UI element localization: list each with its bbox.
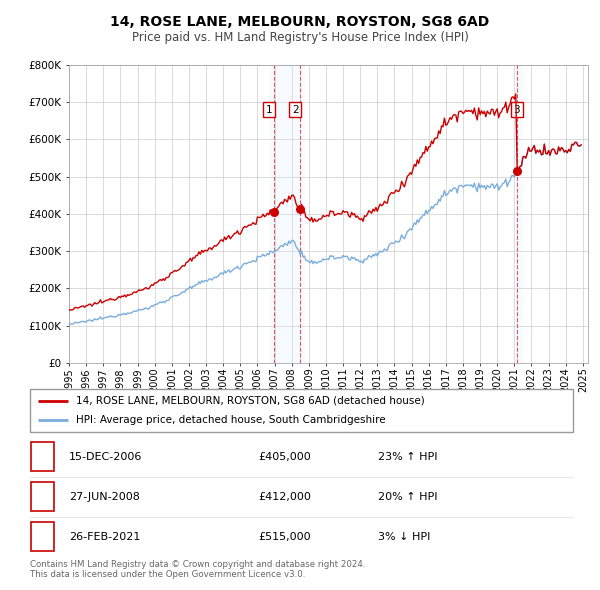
Text: 3% ↓ HPI: 3% ↓ HPI xyxy=(378,532,430,542)
Bar xyxy=(512,65,523,363)
Text: 2: 2 xyxy=(292,104,298,114)
Text: 26-FEB-2021: 26-FEB-2021 xyxy=(69,532,140,542)
Text: 23% ↑ HPI: 23% ↑ HPI xyxy=(378,452,437,461)
Text: £405,000: £405,000 xyxy=(258,452,311,461)
Text: 3: 3 xyxy=(514,104,520,114)
Text: 1: 1 xyxy=(266,104,273,114)
Text: £515,000: £515,000 xyxy=(258,532,311,542)
Text: HPI: Average price, detached house, South Cambridgeshire: HPI: Average price, detached house, Sout… xyxy=(76,415,386,425)
Bar xyxy=(269,65,305,363)
Text: 20% ↑ HPI: 20% ↑ HPI xyxy=(378,492,437,502)
Text: 14, ROSE LANE, MELBOURN, ROYSTON, SG8 6AD: 14, ROSE LANE, MELBOURN, ROYSTON, SG8 6A… xyxy=(110,15,490,29)
Text: 14, ROSE LANE, MELBOURN, ROYSTON, SG8 6AD (detached house): 14, ROSE LANE, MELBOURN, ROYSTON, SG8 6A… xyxy=(76,396,425,406)
Text: Price paid vs. HM Land Registry's House Price Index (HPI): Price paid vs. HM Land Registry's House … xyxy=(131,31,469,44)
Text: 27-JUN-2008: 27-JUN-2008 xyxy=(69,492,140,502)
Text: 3: 3 xyxy=(39,532,46,542)
Text: £412,000: £412,000 xyxy=(258,492,311,502)
Text: Contains HM Land Registry data © Crown copyright and database right 2024.
This d: Contains HM Land Registry data © Crown c… xyxy=(30,560,365,579)
Text: 1: 1 xyxy=(39,452,46,461)
Text: 2: 2 xyxy=(39,492,46,502)
Text: 15-DEC-2006: 15-DEC-2006 xyxy=(69,452,142,461)
